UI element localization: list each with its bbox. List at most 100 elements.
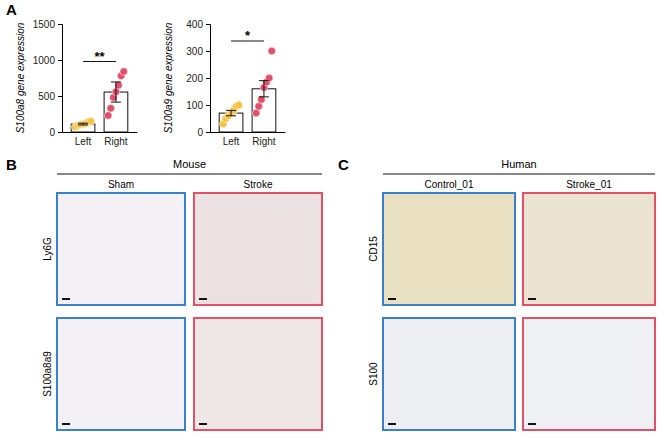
error-line [231, 110, 232, 115]
significance-label: ** [94, 49, 105, 64]
tick-label: 300 [186, 46, 203, 57]
row-label: S100a8a9 [42, 351, 53, 397]
plot-area [71, 68, 128, 132]
tick: 0 [197, 127, 210, 138]
axis-title: S100a8 gene expression [15, 22, 26, 133]
axis-title: S100a9 gene expression [163, 22, 174, 133]
plot-area [219, 47, 276, 132]
tick-mark [58, 132, 62, 133]
panel-rule [383, 174, 655, 175]
column-head: Control_01 [425, 179, 474, 190]
tick: Right [104, 136, 128, 147]
axis-line [206, 25, 211, 133]
tick: 0 [49, 127, 62, 138]
error-cap [111, 81, 121, 82]
micrograph [383, 193, 515, 305]
tick-mark [206, 78, 210, 79]
tick: 300 [186, 46, 210, 57]
tick-label: Right [252, 136, 276, 147]
micrograph [383, 318, 515, 430]
tick-label: 1000 [33, 55, 56, 66]
micrograph [57, 193, 185, 305]
scale-bar [528, 298, 536, 300]
micrograph [194, 193, 322, 305]
data-point [252, 109, 260, 117]
tick: 100 [186, 100, 210, 111]
column-head: Sham [108, 179, 134, 190]
data-point [107, 104, 115, 112]
axis-line [58, 25, 63, 133]
error-line [263, 81, 264, 97]
row-label: Ly6G [42, 237, 53, 261]
panel-letter: A [6, 1, 17, 18]
panel-rule [57, 174, 322, 175]
significance-label: * [245, 28, 251, 43]
data-point [104, 112, 112, 120]
micrograph [523, 193, 655, 305]
error-cap [226, 110, 236, 111]
bar [219, 113, 243, 132]
error-cap [78, 124, 88, 125]
row-label: S100 [368, 362, 379, 386]
data-point [235, 101, 243, 109]
tick-label: 200 [186, 73, 203, 84]
tick-mark [58, 96, 62, 97]
data-point [268, 47, 276, 55]
tick: 500 [38, 91, 62, 102]
data-point [87, 117, 95, 125]
tick: 1500 [33, 19, 62, 30]
scale-bar [199, 423, 207, 425]
tick: Right [252, 136, 276, 147]
tick-mark [206, 24, 210, 25]
error-cap [78, 123, 88, 124]
tick-label: Left [75, 136, 92, 147]
scale-bar [62, 298, 70, 300]
error-bar [226, 110, 236, 115]
tick-mark [206, 132, 210, 133]
scale-bar [388, 423, 396, 425]
column-head: Stroke [244, 179, 273, 190]
panel-letter: B [6, 156, 17, 173]
tick: Left [223, 136, 240, 147]
y-axis: 0 100 200 300 400 [186, 19, 210, 138]
micrograph [194, 318, 322, 430]
error-bar [111, 82, 121, 102]
y-axis: 0 500 1000 1500 [33, 19, 63, 138]
error-cap [259, 96, 269, 97]
error-line [115, 82, 116, 102]
scale-bar [62, 423, 70, 425]
axis-line [63, 132, 138, 133]
tick-label: 0 [197, 127, 203, 138]
panel-letter: C [338, 156, 349, 173]
tick-mark [206, 105, 210, 106]
error-cap [226, 115, 236, 116]
data-point [255, 103, 263, 111]
scale-bar [199, 298, 207, 300]
panel-title: Mouse [173, 158, 206, 170]
panel-title: Human [501, 158, 536, 170]
error-cap [259, 80, 269, 81]
column-head: Stroke_01 [566, 179, 612, 190]
micrograph [57, 318, 185, 430]
error-bar [78, 123, 88, 125]
row-label: CD15 [368, 236, 379, 262]
tick-label: 0 [49, 127, 55, 138]
axis-line [211, 132, 286, 133]
tick: 400 [186, 19, 210, 30]
figure: ABC050010001500LeftRightS100a8 gene expr… [0, 0, 661, 443]
tick-label: 500 [38, 91, 55, 102]
micrograph [523, 318, 655, 430]
tick: 200 [186, 73, 210, 84]
tick-mark [58, 60, 62, 61]
tick-label: 400 [186, 19, 203, 30]
tick-label: 100 [186, 100, 203, 111]
error-bar [259, 81, 269, 97]
error-cap [111, 102, 121, 103]
tick-label: Left [223, 136, 240, 147]
tick: Left [75, 136, 92, 147]
tick: 1000 [33, 55, 62, 66]
tick-label: 1500 [33, 19, 56, 30]
data-point [120, 68, 128, 76]
scale-bar [388, 298, 396, 300]
x-axis: Left Right [63, 133, 138, 148]
